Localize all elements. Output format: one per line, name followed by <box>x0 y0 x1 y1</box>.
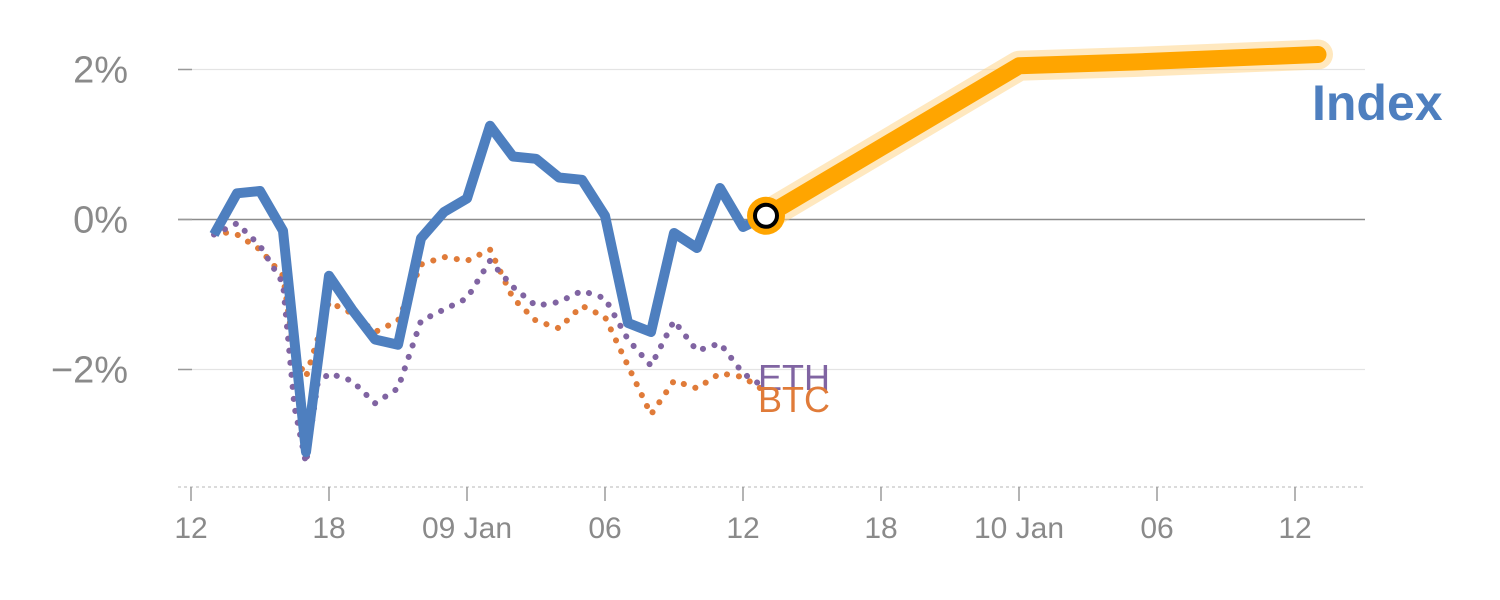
y-tick-label: −2% <box>51 350 128 392</box>
series-label-eth: ETH <box>758 357 830 398</box>
axes: 2% 0% −2% 12 18 09 Jan 06 12 18 10 Jan 06 12 <box>51 50 1365 545</box>
x-tick-label: 12 <box>1278 512 1311 545</box>
series-line-index <box>209 120 769 457</box>
x-tick-label: 12 <box>174 512 207 545</box>
series-line-btc <box>211 227 769 418</box>
y-tick-label: 0% <box>73 200 128 242</box>
y-tick-label: 2% <box>73 50 128 92</box>
x-tick-label: 09 Jan <box>422 512 512 545</box>
x-tick-label: 06 <box>1140 512 1173 545</box>
series-line-eth <box>211 220 769 467</box>
series-lines <box>209 39 1333 467</box>
x-tick-label: 12 <box>726 512 759 545</box>
x-tick-label: 18 <box>312 512 345 545</box>
forecast-band <box>757 46 1327 225</box>
forecast-band-outer <box>751 39 1333 231</box>
x-tick-label: 06 <box>588 512 621 545</box>
x-tick-label: 18 <box>864 512 897 545</box>
x-tick-label: 10 Jan <box>974 512 1064 545</box>
current-point-center <box>753 202 779 229</box>
series-label-index: Index <box>1312 75 1443 131</box>
series-label-btc: BTC <box>758 379 830 420</box>
